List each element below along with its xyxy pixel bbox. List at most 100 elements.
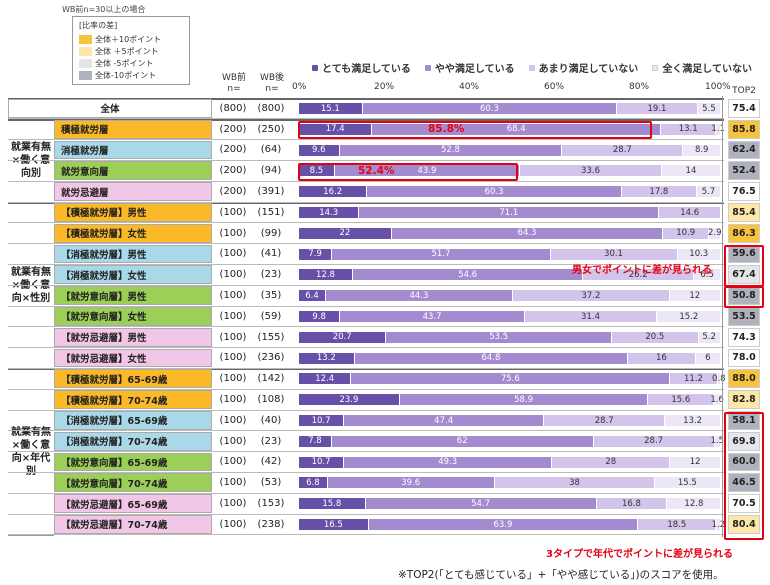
bar-segment: 68.4 (372, 123, 661, 135)
row-label: 【就労意向層】70-74歳 (54, 473, 212, 493)
bar-segment: 20.5 (612, 331, 698, 343)
bar-value-label: 51.7 (431, 249, 451, 260)
bar-value-label: 13.2 (316, 353, 336, 364)
bar-segment: 9.6 (299, 144, 339, 156)
row-border (8, 492, 724, 494)
bar-segment: 12.8 (299, 269, 353, 281)
diff-legend-item: 全体 -5ポイント (79, 58, 154, 69)
highlight-box-active (298, 121, 652, 139)
bar-segment: 60.3 (362, 103, 617, 114)
bar-value-label: 10.7 (311, 415, 331, 426)
bar-value-label: 6 (705, 353, 711, 364)
axis-tick: 80% (629, 82, 650, 92)
bar-value-label: 15.2 (679, 311, 699, 322)
bar-segment: 15.6 (648, 394, 714, 406)
row-label: 就労忌避層 (54, 182, 212, 201)
row-label: 【積極就労層】65-69歳 (54, 369, 212, 389)
n-before: (800) (219, 102, 247, 114)
bar-segment: 26.2 (583, 269, 693, 281)
n-before: (100) (219, 331, 247, 343)
n-after: (153) (257, 498, 285, 510)
n-before: (100) (219, 248, 247, 260)
bar-value-label: 52.8 (440, 145, 460, 156)
highlight-label-active: 85.8% (428, 123, 465, 135)
n-after: (59) (260, 310, 282, 322)
bar-segment: 17.8 (621, 186, 696, 198)
bar-segment: 1.1 (711, 123, 725, 135)
bar-segment: 16.8 (596, 498, 667, 510)
bar-segment: 15.8 (299, 498, 365, 510)
n-before: (100) (219, 456, 247, 468)
bar-value-label: 5.2 (702, 332, 716, 343)
n-before: (200) (219, 123, 247, 135)
n-before: (100) (219, 290, 247, 302)
bar-value-label: 31.4 (581, 311, 600, 322)
bar-value-label: 16.8 (621, 498, 641, 509)
row-border (8, 326, 724, 328)
n-after: (64) (260, 144, 282, 156)
row-border (8, 534, 724, 536)
top2-value: 75.4 (728, 99, 760, 118)
bar-value-label: 7.9 (308, 249, 322, 260)
bar-value-label: 58.9 (514, 394, 534, 405)
bar-value-label: 15.6 (671, 394, 691, 405)
n-after: (53) (260, 477, 282, 489)
n-after: (108) (257, 394, 285, 406)
col-header-wb-after: WB後 n= (254, 73, 290, 95)
n-after: (23) (260, 435, 282, 447)
bar-value-label: 0.8 (712, 373, 726, 384)
diff-legend-title: [比率の差] (79, 21, 118, 30)
row-label: 【就労忌避層】女性 (54, 348, 212, 368)
n-before: (100) (219, 269, 247, 281)
row-border (8, 284, 724, 286)
gender-note: 男女でポイントに差が見られる (572, 265, 712, 276)
bar-segment: 71.1 (359, 207, 659, 218)
series-legend-item: あまり満足していない (528, 60, 638, 75)
bar-value-label: 28.7 (612, 145, 632, 156)
series-legend-item: とても満足している (312, 60, 411, 75)
bar-segment: 43.9 (334, 165, 520, 177)
bar-value-label: 10.7 (311, 457, 331, 468)
bar-value-label: 6.8 (306, 477, 320, 488)
bar-segment: 10.3 (677, 248, 720, 260)
bar-value-label: 16 (656, 353, 667, 364)
group-separator (8, 202, 724, 204)
bar-value-label: 1.5 (710, 436, 725, 447)
row-border (8, 243, 724, 245)
top2-value: 85.8 (728, 119, 760, 139)
n-before: (200) (219, 165, 247, 177)
bar-segment: 16.2 (299, 186, 367, 198)
top2-value: 88.0 (728, 369, 760, 389)
bar-segment: 15.5 (655, 477, 720, 489)
bar-value-label: 15.5 (677, 477, 697, 488)
diff-legend-label: 全体＋10ポイント (95, 35, 162, 44)
group-separator (8, 118, 724, 121)
bar-segment: 13.1 (661, 123, 716, 135)
bar-segment: 5.7 (696, 186, 720, 198)
row-label: 就労意向層 (54, 161, 212, 181)
bar-value-label: 14.3 (319, 207, 339, 218)
n-after: (236) (257, 352, 285, 364)
n-after: (391) (257, 186, 285, 198)
col-header-n: n= (265, 84, 279, 94)
axis-tick: 100% (705, 82, 731, 92)
bar-segment: 10.7 (299, 456, 344, 468)
row-border (8, 367, 724, 369)
top2-value: 67.4 (728, 265, 760, 285)
bar-segment: 15.2 (657, 311, 721, 322)
footnote: ※TOP2(「とても感じている」+「やや感じている」)のスコアを使用。 (398, 569, 724, 581)
n-after: (99) (260, 227, 282, 239)
bar-segment: 28.7 (562, 144, 683, 156)
bar-segment: 14 (661, 165, 720, 177)
series-legend: とても満足している やや満足している あまり満足していない 全く満足していない (312, 60, 752, 75)
top2-value: 70.5 (728, 494, 760, 513)
bar-value-label: 12.4 (315, 373, 335, 384)
bar-value-label: 60.3 (479, 103, 499, 114)
bar-value-label: 1.6 (710, 394, 724, 405)
series-legend-item: 全く満足していない (652, 60, 752, 75)
bar-value-label: 20.7 (332, 332, 352, 343)
bar-segment: 12.8 (667, 498, 721, 510)
age-note: 3タイプで年代でポイントに差が見られる (546, 549, 733, 560)
bar-segment: 64.8 (354, 352, 628, 364)
col-header-top2: TOP2 (732, 86, 756, 96)
